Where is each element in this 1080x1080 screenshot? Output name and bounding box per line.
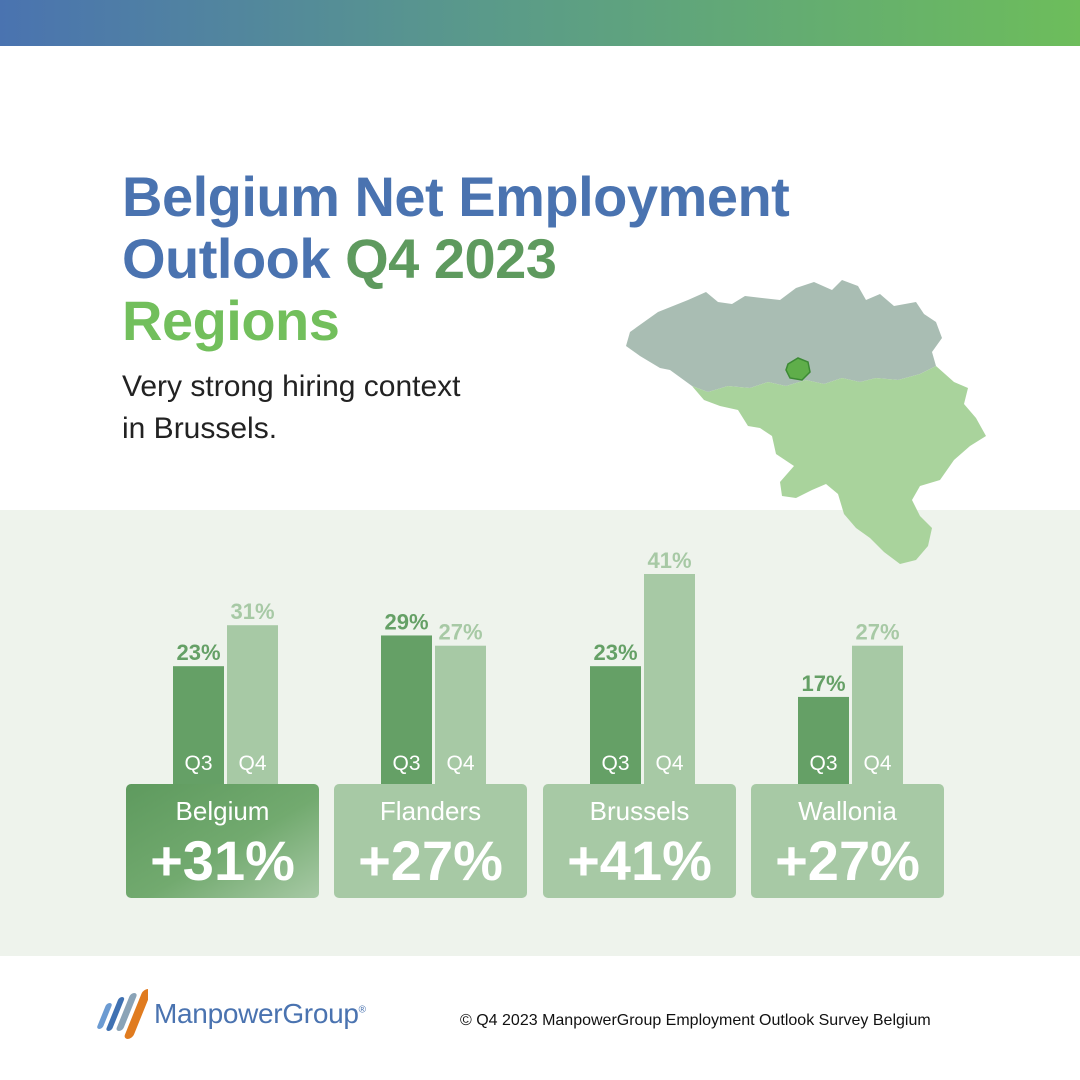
bar-flanders-q4 [435, 645, 486, 784]
region-box-flanders [334, 784, 527, 898]
title-line-3: Regions [122, 289, 340, 352]
region-box-wallonia [751, 784, 944, 898]
region-outlook-wallonia: +27% [775, 829, 920, 892]
value-label-brussels-q4: 41% [647, 548, 691, 573]
value-label-brussels-q3: 23% [593, 640, 637, 665]
belgium-map [626, 280, 986, 564]
manpowergroup-logo: ManpowerGroup® [84, 985, 366, 1043]
top-gradient-bar [0, 0, 1080, 46]
region-outlook-flanders: +27% [358, 829, 503, 892]
region-name-flanders: Flanders [380, 796, 481, 826]
bar-wallonia-q3 [798, 696, 849, 784]
map-region-wallonia [692, 366, 986, 564]
region-outlook-belgium: +31% [150, 829, 295, 892]
subtitle-line-1: Very strong hiring context [122, 370, 461, 403]
region-outlook-brussels: +41% [567, 829, 712, 892]
title-line-1: Belgium Net Employment [122, 165, 790, 228]
page-title: Belgium Net Employment Outlook Q4 2023 R… [122, 166, 882, 352]
subtitle-line-2: in Brussels. [122, 412, 278, 445]
value-label-wallonia-q3: 17% [801, 671, 845, 696]
logo-mark-icon [97, 989, 148, 1039]
copyright-notice: © Q4 2023 ManpowerGroup Employment Outlo… [460, 1012, 931, 1029]
quarter-label-belgium-q4: Q4 [238, 752, 266, 775]
value-label-flanders-q4: 27% [438, 620, 482, 645]
quarter-label-brussels-q4: Q4 [655, 752, 683, 775]
bar-brussels-q4 [644, 574, 695, 784]
bar-brussels-q3 [590, 666, 641, 784]
brand-name: ManpowerGroup® [154, 998, 366, 1029]
quarter-label-brussels-q3: Q3 [601, 752, 629, 775]
map-region-flanders [626, 280, 942, 392]
subtitle: Very strong hiring context in Brussels. [122, 366, 582, 450]
value-label-belgium-q4: 31% [230, 599, 274, 624]
value-label-belgium-q3: 23% [176, 640, 220, 665]
region-name-wallonia: Wallonia [798, 796, 897, 826]
map-region-brussels [785, 357, 811, 381]
value-label-wallonia-q4: 27% [855, 620, 899, 645]
region-box-belgium [126, 784, 319, 898]
bar-wallonia-q4 [852, 645, 903, 784]
value-label-flanders-q3: 29% [384, 609, 428, 634]
region-name-brussels: Brussels [590, 796, 690, 826]
region-name-belgium: Belgium [176, 796, 270, 826]
title-line-2a: Outlook [122, 227, 331, 290]
quarter-label-flanders-q4: Q4 [446, 752, 474, 775]
bar-belgium-q4 [227, 625, 278, 784]
quarter-label-belgium-q3: Q3 [184, 752, 212, 775]
quarter-label-wallonia-q4: Q4 [863, 752, 891, 775]
quarter-label-flanders-q3: Q3 [392, 752, 420, 775]
quarter-label-wallonia-q3: Q3 [809, 752, 837, 775]
region-box-brussels [543, 784, 736, 898]
bar-flanders-q3 [381, 635, 432, 784]
title-line-2b: Q4 2023 [345, 227, 557, 290]
bar-belgium-q3 [173, 666, 224, 784]
